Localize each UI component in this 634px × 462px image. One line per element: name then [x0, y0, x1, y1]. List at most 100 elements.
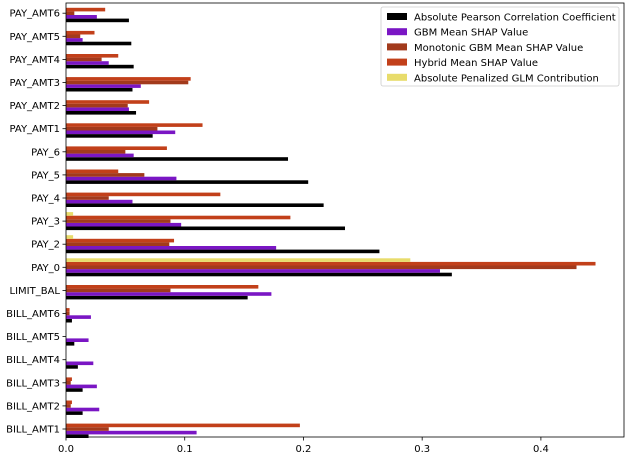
y-tick-label: PAY_6 [31, 147, 60, 158]
y-tick-label: PAY_AMT2 [9, 101, 60, 112]
y-axis: BILL_AMT1 BILL_AMT2 BILL_AMT3 BILL_AMT4 BILL… [6, 9, 66, 436]
bar-pay-amt2-series-0 [66, 111, 137, 115]
bar-bill-amt1-series-0 [66, 434, 89, 438]
bar-pay-6-series-0 [66, 157, 289, 161]
bar-pay-amt5-series-0 [66, 41, 132, 46]
bar-pay-amt4-series-0 [66, 64, 134, 69]
bar-bill-amt4-series-1 [66, 361, 94, 366]
bar-pay-amt3-series-1 [66, 84, 141, 88]
bar-pay-amt2-series-1 [66, 107, 129, 111]
bar-pay-amt4-series-2 [66, 57, 102, 62]
bar-pay-5-series-2 [66, 173, 145, 177]
bar-pay-6-series-3 [66, 146, 167, 150]
y-tick-label: PAY_4 [31, 194, 60, 205]
bar-pay-4-series-3 [66, 192, 221, 197]
bar-pay-amt5-series-1 [66, 38, 83, 42]
bar-limit-bal-series-0 [66, 295, 248, 300]
y-tick-label: PAY_5 [31, 170, 60, 181]
bar-bill-amt2-series-0 [66, 411, 83, 415]
bar-pay-3-series-1 [66, 222, 182, 227]
legend: Absolute Pearson Correlation Coefficient… [380, 6, 620, 87]
legend-label: Absolute Penalized GLM Contribution [414, 73, 599, 84]
bar-bill-amt4-series-0 [66, 365, 78, 369]
bar-bill-amt3-series-2 [66, 381, 71, 385]
bar-pay-6-series-2 [66, 150, 126, 154]
y-tick-label: LIMIT_BAL [10, 286, 61, 297]
bar-pay-0-series-1 [66, 269, 440, 273]
y-tick-label: PAY_AMT4 [9, 55, 60, 66]
bar-pay-4-series-0 [66, 203, 324, 207]
bar-pay-amt1-series-3 [66, 123, 203, 127]
bar-pay-2-series-1 [66, 246, 277, 250]
bar-bill-amt1-series-2 [66, 427, 109, 431]
bar-limit-bal-series-3 [66, 285, 259, 289]
bar-pay-amt3-series-3 [66, 77, 191, 81]
bars-layer [66, 7, 596, 438]
bar-bill-amt3-series-3 [66, 377, 72, 381]
bar-pay-0-series-2 [66, 265, 577, 270]
legend-swatch [387, 73, 407, 81]
bar-bill-amt6-series-0 [66, 318, 72, 323]
y-tick-label: BILL_AMT3 [6, 378, 60, 389]
plot-frame [65, 2, 625, 438]
bar-pay-amt1-series-1 [66, 130, 176, 135]
bar-pay-amt5-series-3 [66, 30, 95, 35]
bar-pay-0-series-4 [66, 258, 411, 262]
bar-pay-amt4-series-3 [66, 54, 119, 58]
y-tick-label: BILL_AMT5 [6, 332, 60, 343]
y-tick-label: PAY_AMT3 [9, 78, 60, 89]
bar-bill-amt2-series-1 [66, 407, 100, 412]
bar-bill-amt2-series-2 [66, 404, 71, 408]
bar-pay-2-series-0 [66, 249, 380, 254]
bar-pay-3-series-3 [66, 215, 291, 220]
bar-pay-amt3-series-0 [66, 87, 133, 92]
bar-bill-amt5-series-0 [66, 342, 75, 346]
bar-bill-amt6-series-1 [66, 315, 91, 319]
x-tick-label: 0.2 [295, 444, 311, 455]
bar-limit-bal-series-2 [66, 288, 171, 293]
legend-swatch [387, 58, 407, 66]
x-tick-label: 0.0 [58, 444, 74, 455]
bar-pay-amt1-series-2 [66, 126, 158, 131]
bar-pay-amt6-series-1 [66, 15, 97, 19]
y-tick-label: PAY_3 [31, 217, 60, 228]
y-tick-label: PAY_AMT6 [9, 9, 60, 20]
x-axis: 0.0 0.1 0.2 0.3 0.4 [58, 437, 549, 455]
bar-bill-amt1-series-3 [66, 423, 300, 428]
bar-limit-bal-series-1 [66, 292, 272, 296]
bar-pay-amt5-series-2 [66, 34, 81, 39]
x-tick-label: 0.3 [414, 444, 430, 455]
bar-pay-amt6-series-3 [66, 7, 106, 12]
bar-pay-5-series-3 [66, 169, 119, 174]
bar-pay-2-series-3 [66, 238, 175, 243]
bar-pay-amt6-series-2 [66, 11, 75, 15]
y-tick-label: PAY_AMT1 [9, 124, 60, 135]
bar-pay-amt4-series-1 [66, 61, 109, 65]
x-tick-label: 0.4 [533, 444, 549, 455]
bar-pay-5-series-1 [66, 176, 177, 181]
bar-pay-amt2-series-3 [66, 100, 150, 104]
legend-label: Hybrid Mean SHAP Value [414, 58, 538, 69]
bar-bill-amt6-series-2 [66, 311, 70, 316]
bar-bill-amt5-series-1 [66, 338, 89, 342]
legend-swatch [387, 13, 407, 20]
bar-pay-4-series-1 [66, 199, 133, 204]
bar-bill-amt3-series-1 [66, 384, 97, 389]
y-tick-label: PAY_2 [31, 240, 60, 251]
y-tick-label: BILL_AMT2 [6, 401, 60, 412]
y-tick-label: PAY_AMT5 [9, 32, 60, 43]
bar-bill-amt1-series-1 [66, 430, 197, 435]
y-tick-label: BILL_AMT4 [6, 355, 60, 366]
bar-bill-amt2-series-3 [66, 400, 72, 405]
legend-label: GBM Mean SHAP Value [414, 28, 528, 39]
bar-pay-amt2-series-2 [66, 103, 128, 108]
bar-pay-6-series-1 [66, 153, 134, 158]
legend-label: Absolute Pearson Correlation Coefficient [414, 13, 616, 24]
y-tick-label: PAY_0 [31, 263, 60, 274]
legend-frame [380, 6, 620, 87]
bar-pay-3-series-0 [66, 226, 345, 231]
bar-pay-amt3-series-2 [66, 80, 189, 85]
bar-pay-3-series-4 [66, 212, 74, 216]
bar-pay-0-series-0 [66, 272, 452, 277]
bar-pay-amt1-series-0 [66, 134, 153, 138]
